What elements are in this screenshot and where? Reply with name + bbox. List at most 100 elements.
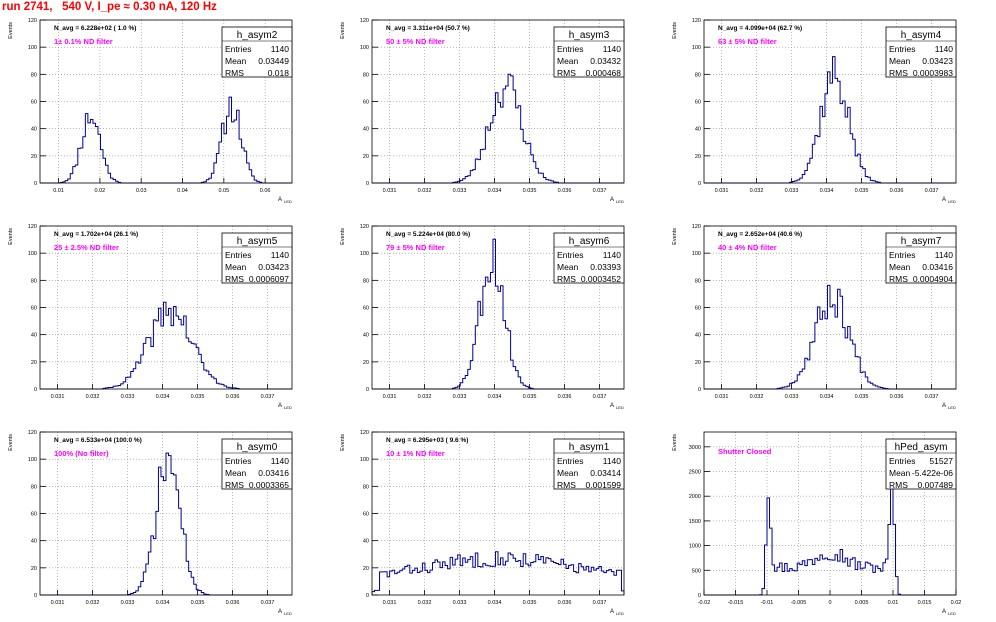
- histogram-name: h_asym2: [237, 30, 278, 41]
- stats-rms: 0.0003365: [249, 480, 289, 490]
- x-tick-label: 0.034: [488, 188, 502, 194]
- plot-frame: [39, 19, 293, 184]
- stats-box: [221, 438, 293, 490]
- x-axis-label-subscript: LED: [948, 405, 956, 410]
- y-axis-label: Events: [8, 434, 14, 451]
- y-axis-label: Events: [340, 228, 346, 245]
- y-tick-label: 20: [31, 566, 37, 572]
- x-tick-label: 0.036: [558, 188, 572, 194]
- stats-box: [553, 438, 625, 490]
- n-avg-label: N_avg = 6.295e+03 ( 9.6 %): [386, 437, 468, 444]
- y-tick-label: 60: [363, 512, 369, 518]
- x-tick-label: 0.02: [951, 600, 962, 606]
- y-tick-label: 80: [695, 278, 701, 284]
- y-tick-label: 20: [363, 154, 369, 160]
- x-tick-label: 0.031: [715, 188, 729, 194]
- x-tick-label: -0.02: [698, 600, 711, 606]
- x-tick-label: 0.033: [121, 394, 135, 400]
- stats-mean: 0.03416: [922, 262, 953, 272]
- histogram-line: [704, 471, 956, 596]
- x-tick-label: 0.035: [523, 600, 537, 606]
- x-tick-label: 0.035: [855, 188, 869, 194]
- stats-entries: 1140: [271, 456, 290, 466]
- x-tick-label: 0.031: [383, 188, 397, 194]
- stats-rms: 0.001599: [586, 480, 622, 490]
- stats-entries: 1140: [603, 250, 622, 260]
- y-tick-label: 2500: [689, 470, 701, 476]
- x-tick-label: 0.03: [136, 188, 147, 194]
- x-tick-label: -0.005: [791, 600, 807, 606]
- stats-box: [221, 232, 293, 284]
- x-axis-label: A: [278, 609, 282, 615]
- filter-label: 79 ± 5% ND filter: [386, 243, 445, 252]
- histogram-line: [40, 301, 292, 390]
- x-tick-label: 0.031: [51, 600, 65, 606]
- histogram-name: h_asym7: [901, 236, 942, 247]
- x-tick-label: 0.037: [261, 600, 275, 606]
- x-tick-label: 0.015: [918, 600, 932, 606]
- y-tick-label: 0: [34, 593, 37, 599]
- y-axis-label: Events: [8, 228, 14, 245]
- x-tick-label: 0.036: [890, 394, 904, 400]
- stats-label: Mean: [225, 262, 247, 272]
- x-tick-label: 0.037: [593, 188, 607, 194]
- y-tick-label: 80: [31, 278, 37, 284]
- x-tick-label: 0.01: [888, 600, 899, 606]
- stats-label: Mean: [225, 56, 247, 66]
- stats-label: Entries: [889, 250, 915, 260]
- y-tick-label: 2000: [689, 494, 701, 500]
- x-tick-label: 0.033: [785, 188, 799, 194]
- stats-box: [553, 232, 625, 284]
- y-tick-label: 80: [31, 484, 37, 490]
- stats-entries: 1140: [603, 456, 622, 466]
- x-tick-label: 0.036: [558, 600, 572, 606]
- x-axis-label: A: [942, 609, 946, 615]
- histogram-name: h_asym1: [569, 442, 610, 453]
- x-tick-label: 0.033: [121, 600, 135, 606]
- x-tick-label: 0.037: [593, 600, 607, 606]
- stats-mean: -5.422e-06: [912, 468, 953, 478]
- stats-label: Mean: [557, 468, 579, 478]
- y-tick-label: 120: [28, 18, 37, 24]
- y-tick-label: 1000: [689, 544, 701, 550]
- plot-frame: [703, 225, 957, 390]
- stats-entries: 1140: [271, 44, 290, 54]
- n-avg-label: N_avg = 3.311e+04 (50.7 %): [386, 25, 470, 32]
- filter-label: 40 ± 4% ND filter: [718, 243, 777, 252]
- y-tick-label: 100: [28, 45, 37, 51]
- x-tick-label: 0.036: [226, 600, 240, 606]
- histogram-name: hPed_asym: [895, 442, 948, 453]
- y-tick-label: 40: [363, 127, 369, 133]
- filter-label: 25 ± 2.5% ND filter: [54, 243, 119, 252]
- x-axis-label: A: [610, 403, 614, 409]
- y-tick-label: 120: [692, 18, 701, 24]
- x-tick-label: 0.032: [750, 188, 764, 194]
- x-tick-label: 0.032: [86, 394, 100, 400]
- stats-rms: 0.0004904: [913, 274, 953, 284]
- stats-box: [885, 26, 957, 78]
- stats-rms: 0.0003983: [913, 68, 953, 78]
- y-tick-label: 20: [695, 360, 701, 366]
- stats-label: Mean: [557, 262, 579, 272]
- x-tick-label: 0.035: [191, 600, 205, 606]
- filter-label: Shutter Closed: [718, 447, 772, 456]
- y-tick-label: 60: [363, 306, 369, 312]
- x-axis-label: A: [278, 197, 282, 203]
- n-avg-label: N_avg = 1.702e+04 (26.1 %): [54, 231, 138, 238]
- x-tick-label: 0.01: [53, 188, 64, 194]
- x-tick-label: 0.033: [453, 394, 467, 400]
- histogram-name: h_asym5: [237, 236, 278, 247]
- y-axis-label: Events: [8, 22, 14, 39]
- y-tick-label: 60: [363, 100, 369, 106]
- plot-frame: [39, 225, 293, 390]
- y-tick-label: 80: [363, 278, 369, 284]
- histogram-panel-h_asym7: 0.031 0.032 0.033 0.034 0.035 0.036 0.037 0 20 40…: [672, 224, 957, 410]
- x-tick-label: 0.036: [890, 188, 904, 194]
- x-tick-label: 0: [828, 600, 831, 606]
- x-tick-label: 0.032: [86, 600, 100, 606]
- x-tick-label: 0.034: [820, 188, 834, 194]
- x-tick-label: 0.031: [383, 600, 397, 606]
- x-tick-label: 0.05: [218, 188, 229, 194]
- stats-rms: 0.000468: [586, 68, 622, 78]
- y-tick-label: 1500: [689, 519, 701, 525]
